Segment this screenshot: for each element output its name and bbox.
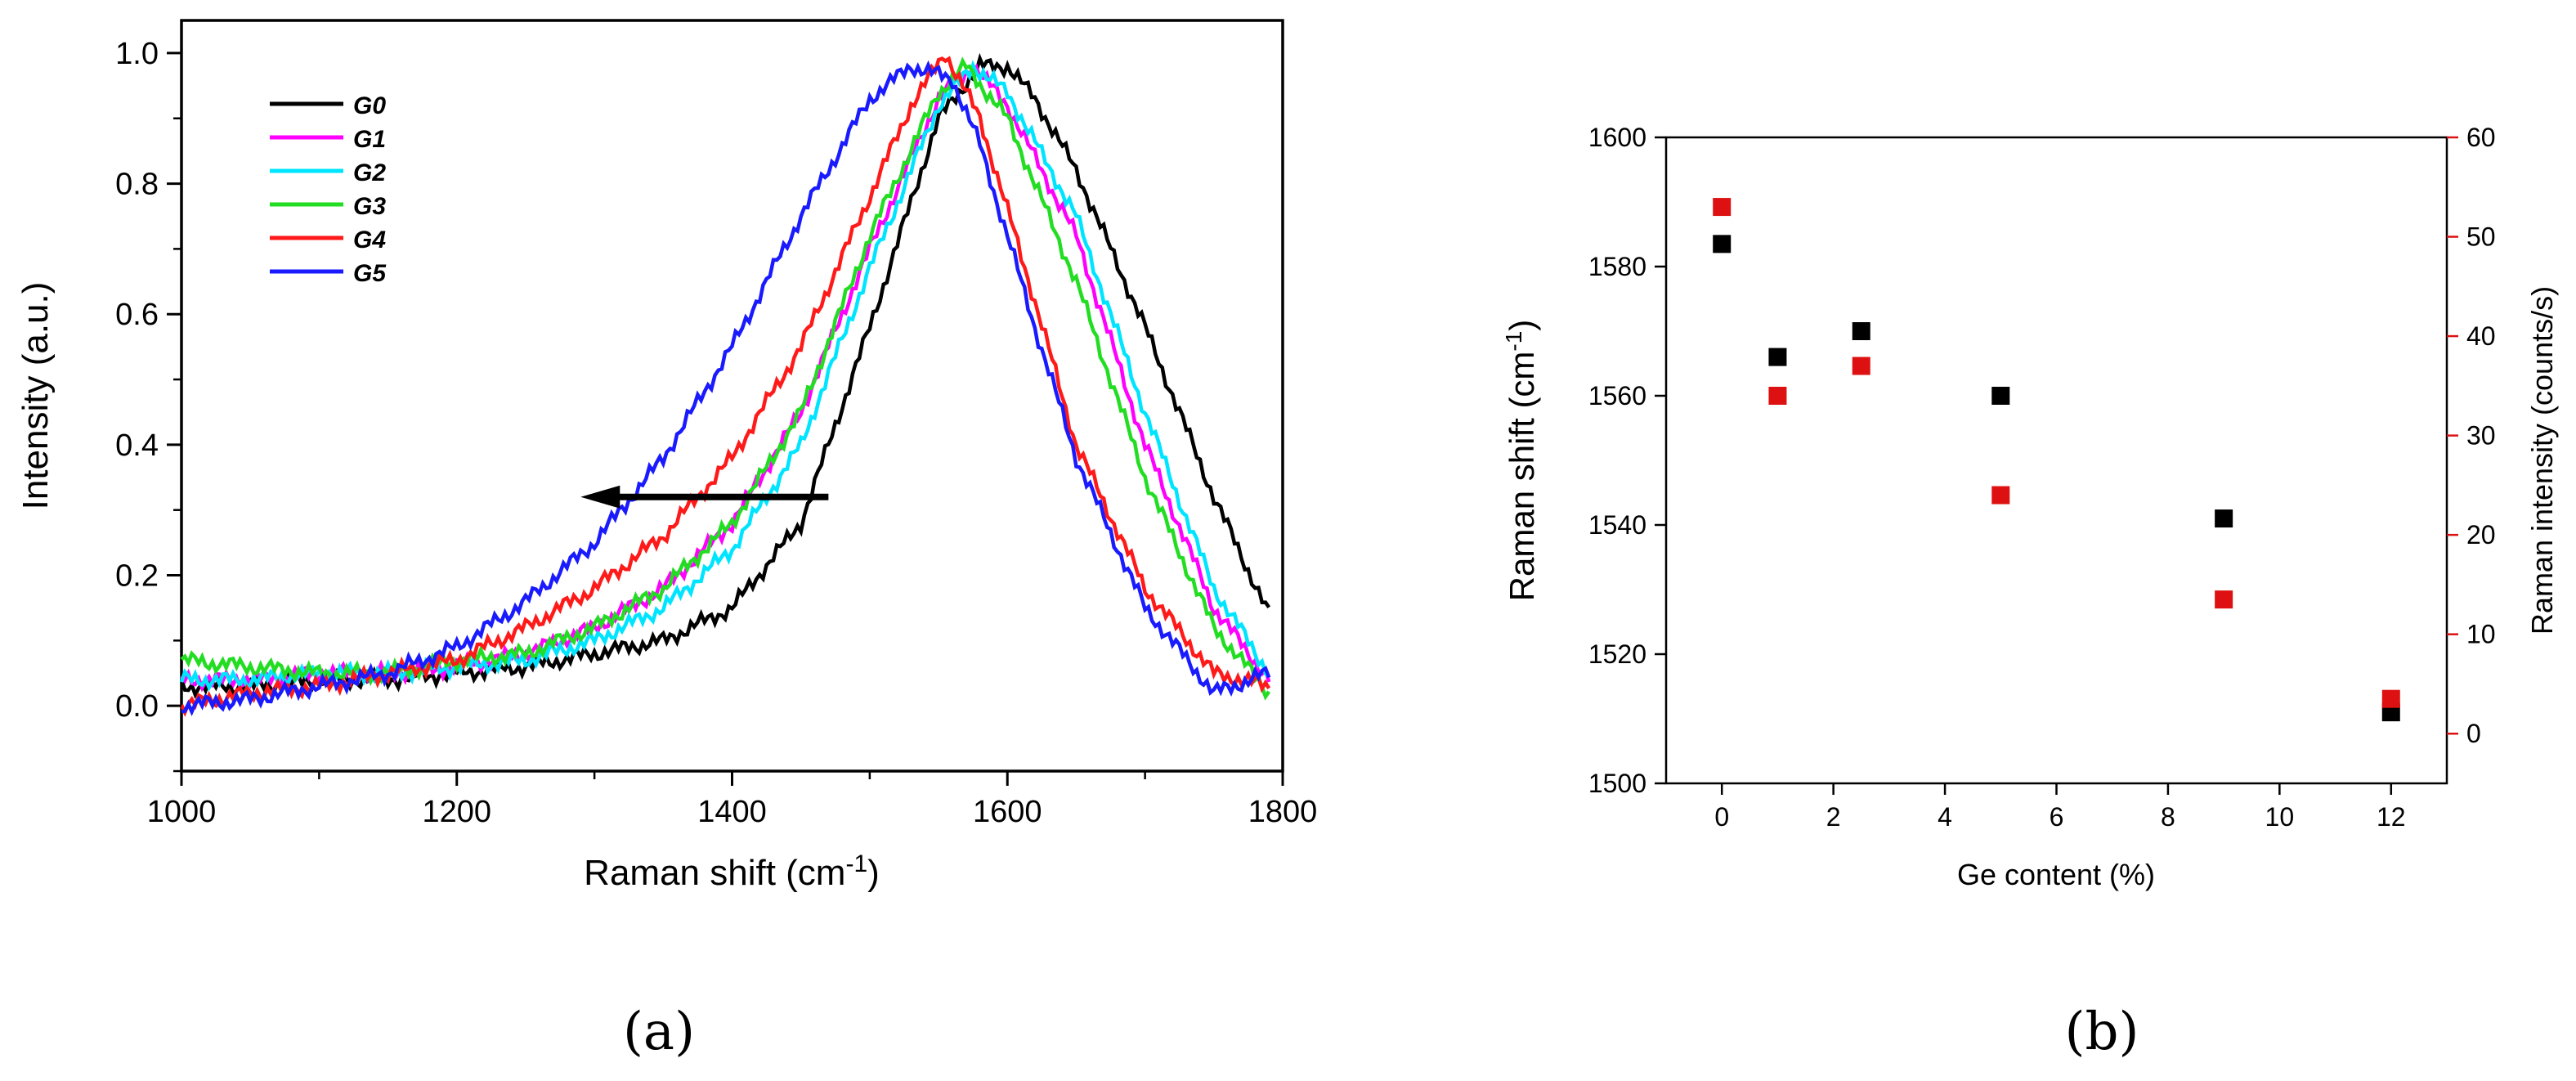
legend-label-g3: G3 bbox=[353, 193, 386, 220]
raman-intensity-point bbox=[1768, 387, 1787, 405]
x-tick-label-1000: 1000 bbox=[147, 795, 217, 829]
y2-tick-label-40: 40 bbox=[2466, 321, 2496, 351]
x-tick-label-2: 2 bbox=[1826, 802, 1841, 832]
y-tick-label-0.0: 0.0 bbox=[115, 689, 159, 724]
y-tick-label-0.2: 0.2 bbox=[115, 559, 159, 594]
y2-tick-label-10: 10 bbox=[2466, 620, 2496, 649]
y2-tick-label-0: 0 bbox=[2466, 719, 2481, 748]
panel-a-arrow bbox=[580, 485, 829, 509]
x-tick-label-12: 12 bbox=[2377, 802, 2406, 832]
y-tick-label-1540: 1540 bbox=[1588, 510, 1646, 540]
y-tick-label-0.6: 0.6 bbox=[115, 298, 159, 332]
raman-intensity-point bbox=[2215, 590, 2233, 609]
panel-b-frame bbox=[1664, 136, 2448, 785]
x-tick-label-4: 4 bbox=[1938, 802, 1952, 832]
legend-label-g0: G0 bbox=[353, 92, 386, 119]
legend-label-g4: G4 bbox=[353, 227, 386, 253]
panel-b: 0 2 4 6 8 10 12 1500 1520 1540 1560 1580 1600 0 10 20… bbox=[1501, 123, 2559, 891]
panel-a-x-ticks: 1000 1200 1400 1600 1800 bbox=[147, 771, 1318, 829]
raman-shift-point bbox=[1991, 387, 2010, 405]
legend-label-g2: G2 bbox=[353, 159, 386, 186]
panel-a-legend: G0 G1 G2 G3 G4 G5 bbox=[270, 92, 387, 287]
x-tick-label-1200: 1200 bbox=[422, 795, 491, 829]
raman-intensity-point bbox=[1713, 198, 1732, 217]
y-tick-label-1600: 1600 bbox=[1588, 123, 1646, 152]
raman-shift-point bbox=[1768, 348, 1787, 366]
series-g3-line bbox=[180, 56, 1271, 701]
series-g1-line bbox=[180, 63, 1271, 693]
y2-tick-label-50: 50 bbox=[2466, 222, 2496, 252]
series-g0-line bbox=[179, 52, 1271, 700]
x-tick-label-10: 10 bbox=[2265, 802, 2295, 832]
panel-b-y2-axis-label: Raman intensity (counts/s) bbox=[2525, 286, 2559, 635]
y-tick-label-1500: 1500 bbox=[1588, 769, 1646, 798]
panel-b-x-ticks: 0 2 4 6 8 10 12 bbox=[1714, 783, 2406, 832]
raman-shift-point bbox=[1852, 322, 1870, 340]
panel-b-y-axis-label: Raman shift (cm-1) bbox=[1501, 320, 1541, 602]
raman-shift-point bbox=[1713, 235, 1732, 253]
series-g5-line bbox=[181, 60, 1271, 716]
y2-tick-label-20: 20 bbox=[2466, 520, 2496, 549]
panel-b-y2-ticks: 0 10 20 30 40 50 60 bbox=[2447, 123, 2496, 748]
panel-a-x-axis-label: Raman shift (cm-1) bbox=[584, 850, 880, 893]
y2-tick-label-60: 60 bbox=[2466, 123, 2496, 152]
series-g4-line bbox=[179, 56, 1271, 717]
y-tick-label-1520: 1520 bbox=[1588, 639, 1646, 669]
panel-a-y-axis-label: Intensity (a.u.) bbox=[16, 282, 56, 510]
legend-label-g1: G1 bbox=[353, 126, 386, 153]
panel-a-curves bbox=[179, 52, 1271, 717]
raman-shift-point bbox=[2215, 509, 2233, 528]
y2-tick-label-30: 30 bbox=[2466, 421, 2496, 451]
arrow-head bbox=[580, 485, 620, 509]
y-tick-label-0.8: 0.8 bbox=[115, 168, 159, 202]
raman-intensity-point bbox=[2381, 689, 2400, 708]
y-tick-label-1.0: 1.0 bbox=[115, 37, 159, 71]
y-tick-label-1580: 1580 bbox=[1588, 252, 1646, 281]
panel-b-y-ticks: 1500 1520 1540 1560 1580 1600 bbox=[1588, 123, 1666, 798]
x-tick-label-1400: 1400 bbox=[697, 795, 767, 829]
raman-intensity-point bbox=[1991, 486, 2010, 505]
series-g2-line bbox=[179, 60, 1270, 692]
y-tick-label-1560: 1560 bbox=[1588, 381, 1646, 410]
caption-a: (a) bbox=[623, 1002, 695, 1062]
panel-a: 1000 1200 1400 1600 1800 0.00.20.40.60.81.0 … bbox=[16, 19, 1318, 893]
legend-label-g5: G5 bbox=[353, 260, 387, 287]
panel-b-x-axis-label: Ge content (%) bbox=[1957, 858, 2155, 891]
panel-a-y-ticks: 0.0 0.2 0.4 0.6 0.8 1.0 bbox=[115, 37, 181, 773]
caption-b: (b) bbox=[2065, 1002, 2139, 1062]
x-tick-label-1600: 1600 bbox=[973, 795, 1042, 829]
x-tick-label-6: 6 bbox=[2050, 802, 2064, 832]
y-tick-label-0.4: 0.4 bbox=[115, 428, 159, 463]
x-tick-label-0: 0 bbox=[1714, 802, 1729, 832]
x-tick-label-1800: 1800 bbox=[1248, 795, 1318, 829]
raman-intensity-point bbox=[1852, 357, 1870, 375]
panel-b-points bbox=[1713, 198, 2400, 722]
x-tick-label-8: 8 bbox=[2161, 802, 2175, 832]
